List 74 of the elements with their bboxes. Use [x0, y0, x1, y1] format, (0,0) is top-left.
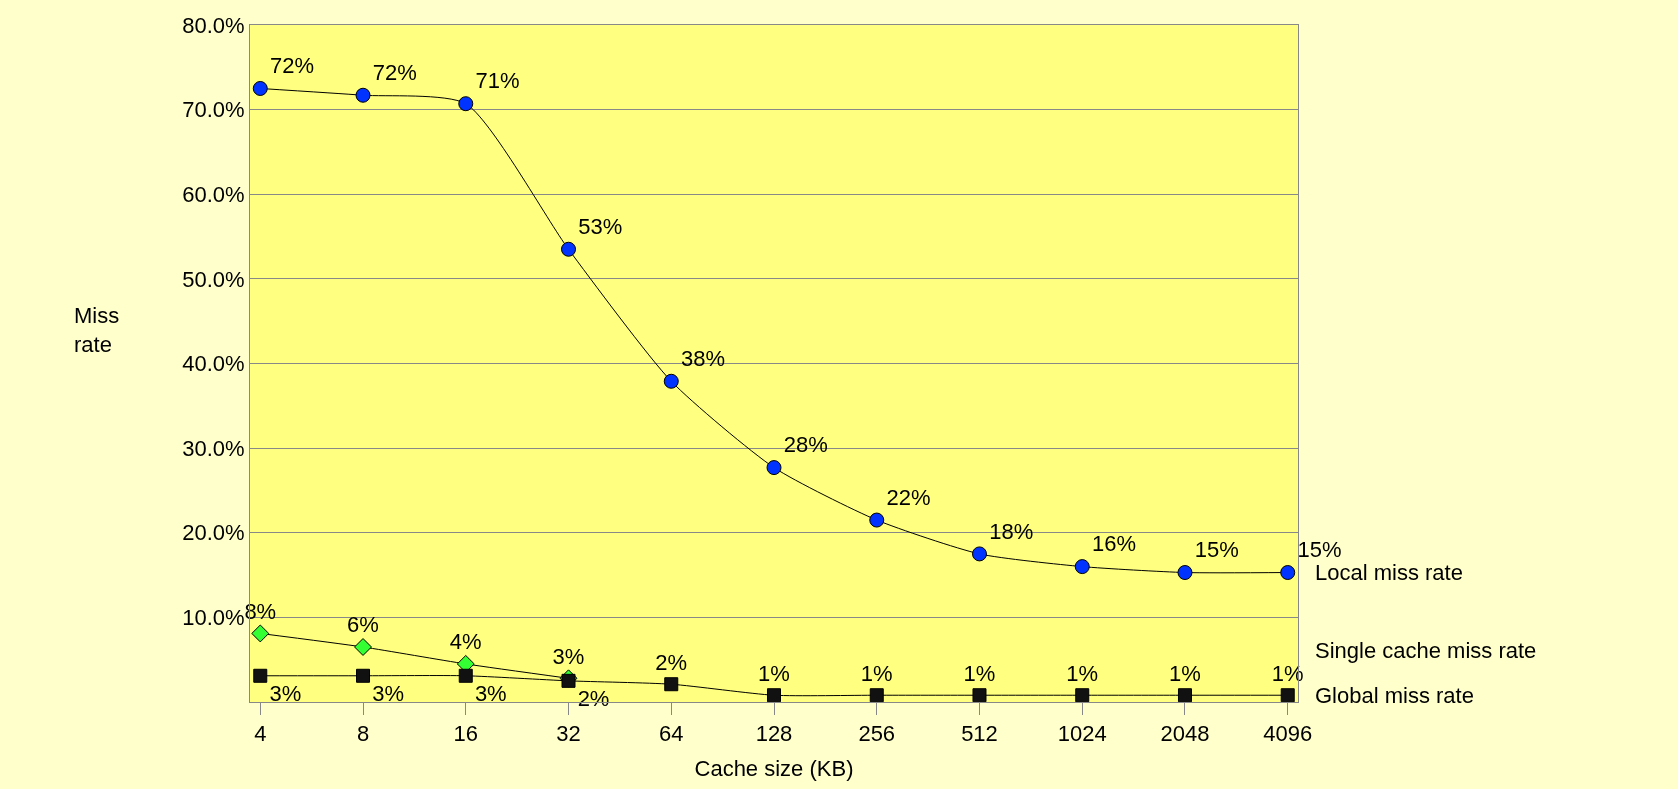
point	[251, 624, 270, 643]
data-label: 3%	[474, 681, 507, 707]
point	[766, 460, 782, 476]
data-label: 2%	[655, 649, 688, 675]
data-label: 15%	[1194, 537, 1239, 563]
data-label: 8%	[244, 598, 277, 624]
x-tick-label: 32	[556, 721, 581, 747]
data-label: 3%	[372, 681, 404, 707]
point	[664, 677, 679, 692]
x-tick-label: 1024	[1057, 721, 1107, 747]
data-label: 6%	[347, 612, 379, 638]
y-axis-title: Miss rate	[74, 303, 120, 357]
y-tick-label: 40.0%	[182, 351, 245, 377]
point	[972, 688, 987, 703]
point	[869, 512, 885, 528]
data-label: 4%	[449, 629, 482, 655]
point	[1177, 688, 1192, 703]
point	[356, 668, 371, 683]
y-tick-label: 10.0%	[182, 605, 245, 631]
point	[1280, 565, 1296, 581]
data-label: 1%	[1169, 660, 1201, 686]
data-label: 16%	[1091, 531, 1137, 557]
point	[561, 241, 577, 257]
data-label: 2%	[577, 686, 610, 712]
x-tick-label: 256	[858, 721, 896, 747]
x-tick-label: 16	[453, 721, 478, 747]
x-axis-title: Cache size (KB)	[694, 756, 854, 782]
data-label: 18%	[989, 518, 1034, 544]
y-tick-label: 50.0%	[182, 266, 245, 292]
y-tick-label: 60.0%	[182, 181, 245, 207]
point	[355, 87, 371, 103]
x-tick-label: 128	[755, 721, 793, 747]
series-label: Global miss rate	[1315, 683, 1474, 708]
data-label: 1%	[758, 660, 790, 686]
data-label: 22%	[886, 484, 931, 510]
data-label: 15%	[1297, 537, 1342, 563]
point	[458, 96, 474, 112]
point	[253, 668, 268, 683]
data-label: 38%	[681, 346, 726, 372]
point	[252, 80, 268, 96]
point	[458, 668, 473, 683]
data-label: 72%	[270, 53, 315, 79]
x-tick-label: 8	[356, 721, 370, 747]
data-label: 3%	[269, 681, 302, 707]
x-tick-label: 512	[961, 721, 998, 747]
data-label: 3%	[552, 643, 585, 669]
point	[1177, 565, 1193, 581]
data-label: 1%	[963, 660, 996, 686]
data-label: 28%	[783, 432, 828, 458]
y-tick-label: 80.0%	[182, 12, 245, 38]
data-label: 53%	[578, 214, 623, 240]
data-label: 71%	[475, 68, 520, 94]
x-tick-label: 2048	[1160, 721, 1210, 747]
point	[972, 546, 987, 562]
y-tick-label: 30.0%	[182, 435, 245, 461]
x-tick-label: 4096	[1263, 721, 1313, 747]
y-tick-label: 70.0%	[182, 97, 245, 123]
data-label: 72%	[372, 59, 417, 85]
point	[1074, 559, 1090, 575]
point	[354, 638, 372, 656]
x-tick-label: 4	[254, 721, 267, 747]
point	[1075, 688, 1090, 703]
point	[1280, 688, 1295, 703]
data-label: 1%	[860, 660, 893, 686]
data-label: 1%	[1271, 660, 1304, 686]
y-tick-label: 20.0%	[182, 520, 245, 546]
point	[767, 688, 781, 703]
x-tick-label: 64	[659, 721, 684, 747]
text: Single cache miss rate	[1315, 638, 1537, 663]
point	[663, 373, 679, 389]
series-label: Local miss rate	[1315, 560, 1463, 585]
point	[869, 688, 884, 703]
point	[561, 673, 576, 688]
data-label: 1%	[1066, 660, 1099, 686]
